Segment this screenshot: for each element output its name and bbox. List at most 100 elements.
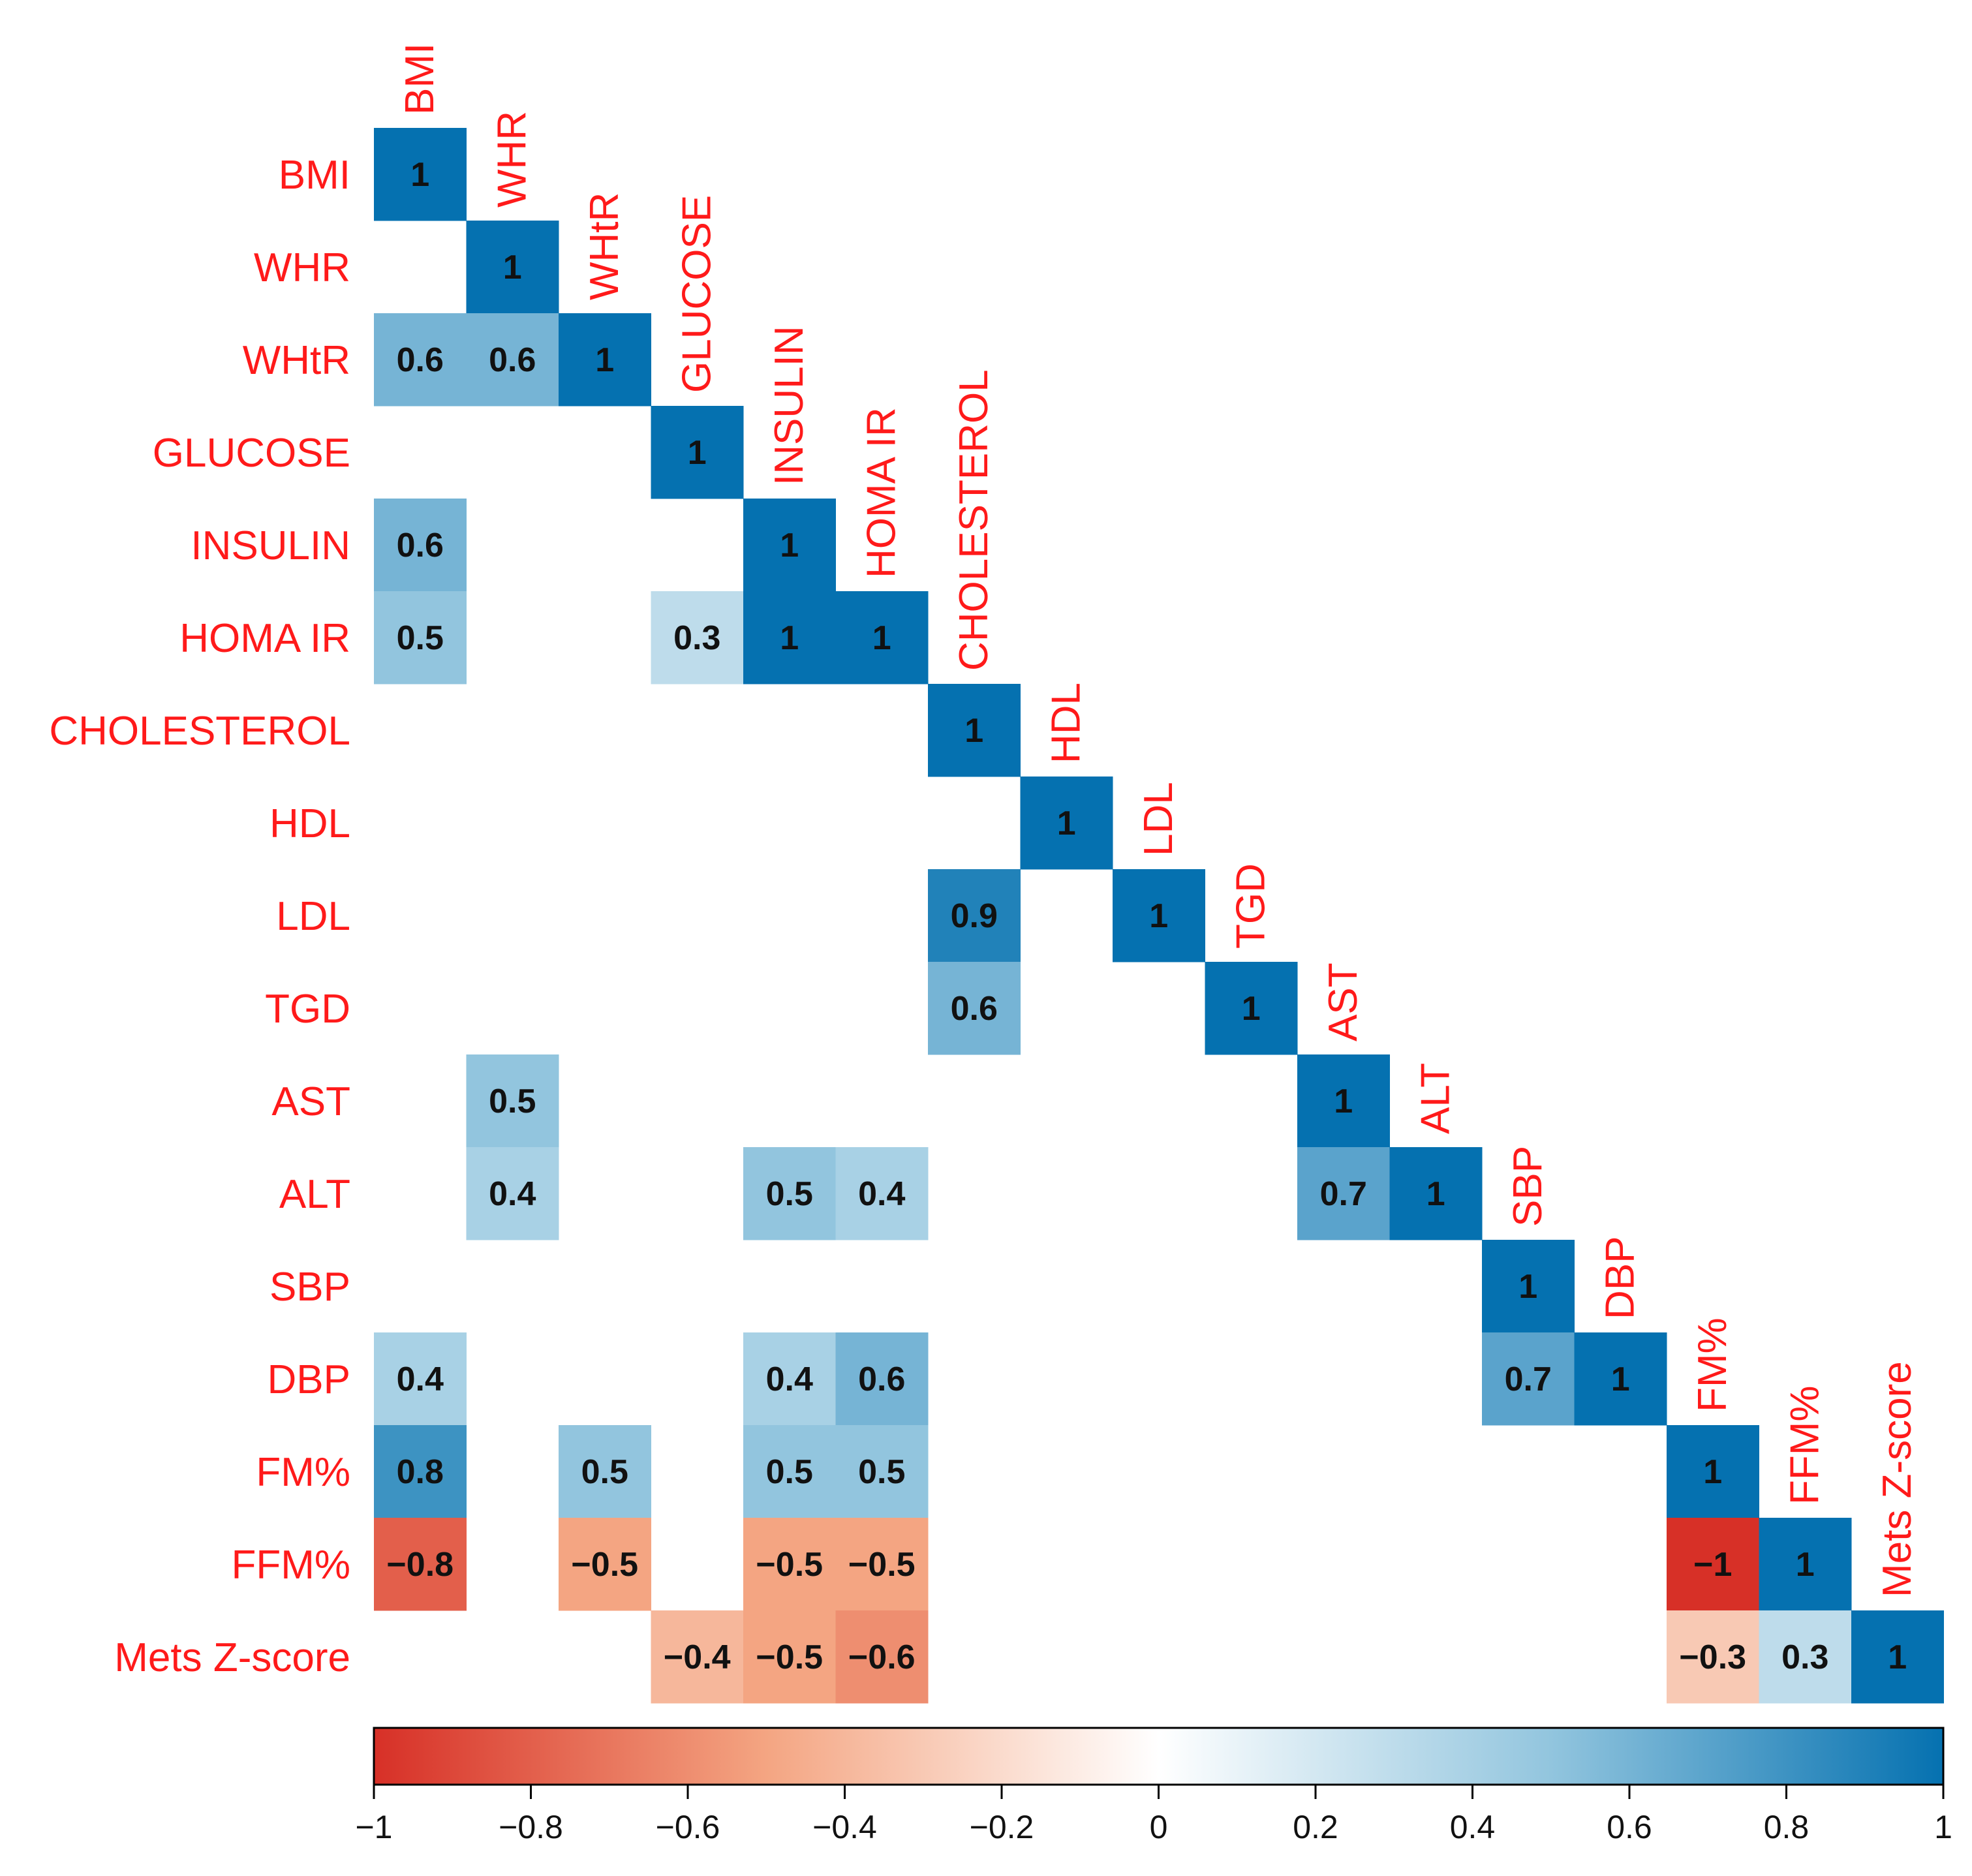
cell-value-label: −0.5 [571,1546,638,1584]
column-label: SBP [1505,1146,1550,1227]
row-label: BMI [279,153,350,198]
cell-value-label: −0.6 [848,1638,916,1676]
row-label: AST [271,1079,350,1124]
heatmap-cell [1482,1240,1575,1333]
column-label: AST [1321,962,1366,1041]
colorbar-tick-label: −1 [355,1809,392,1845]
column-label: INSULIN [767,326,812,485]
colorbar-tick-label: −0.6 [656,1809,720,1845]
cell-value-label: 0.5 [581,1453,628,1491]
heatmap-cell [743,1425,836,1518]
row-label: FM% [256,1450,350,1495]
cell-value-label: 1 [1334,1083,1353,1120]
heatmap-cell [835,591,929,684]
cell-value-label: 1 [503,249,522,286]
cell-value-label: 0.4 [766,1361,813,1398]
row-label: LDL [276,894,350,939]
heatmap-cell [835,1610,929,1704]
heatmap-cell [651,406,744,499]
cell-value-label: 0.4 [858,1175,905,1213]
cell-value-label: 1 [1149,897,1168,935]
cell-value-label: 0.5 [766,1175,813,1213]
heatmap-cell [374,1425,467,1518]
cell-value-label: −0.8 [386,1546,454,1584]
cell-value-label: 1 [1703,1453,1722,1491]
heatmap-cell [928,869,1021,962]
heatmap-cell [928,962,1021,1055]
colorbar-tick-label: −0.8 [499,1809,563,1845]
column-label: CHOLESTEROL [951,369,996,671]
column-label: FFM% [1782,1385,1827,1505]
heatmap-cell [374,1332,467,1426]
cell-value-label: 1 [964,712,983,750]
cell-value-label: 1 [1796,1546,1815,1584]
column-labels: BMI WHR WHtR GLUCOSE INSULIN HOMA IR CHOLESTER… [397,43,1920,1597]
cell-value-label: 0.5 [397,619,444,657]
heatmap-cell [466,1054,559,1148]
cell-value-label: 1 [1888,1638,1907,1676]
column-label: GLUCOSE [674,195,719,393]
row-label: GLUCOSE [153,431,350,476]
heatmap-cell [466,221,559,314]
heatmap-cell [743,1518,836,1611]
cell-value-label: 0.5 [489,1083,536,1120]
column-label: WHR [489,111,534,208]
column-label: ALT [1413,1063,1458,1134]
heatmap-cell [1020,777,1113,870]
heatmap-cell [374,1518,467,1611]
colorbar-tick-label: 0.2 [1293,1809,1338,1845]
cell-value-label: 0.6 [858,1361,905,1398]
heatmap-cell [835,1147,929,1240]
heatmap-cells: 1 1 0.6 0.6 1 1 0.6 1 0.5 0.3 1 1 1 1 0.9 1 0.6 1 0.5 1 0.4 0… [374,128,1944,1704]
row-label: FFM% [231,1543,350,1588]
cell-value-label: 0.5 [858,1453,905,1491]
cell-value-label: 0.6 [489,341,536,379]
column-label: DBP [1597,1237,1642,1319]
colorbar-tick-label: −0.2 [970,1809,1034,1845]
heatmap-cell [835,1425,929,1518]
colorbar-tick-label: 0.6 [1607,1809,1652,1845]
cell-value-label: −0.5 [756,1546,823,1584]
heatmap-cell [928,684,1021,777]
heatmap-cell [1759,1518,1852,1611]
cell-value-label: 0.8 [397,1453,444,1491]
cell-value-label: 1 [1611,1361,1630,1398]
cell-value-label: 1 [872,619,891,657]
colorbar-tick-label: 0 [1150,1809,1168,1845]
cell-value-label: 1 [1426,1175,1445,1213]
heatmap-cell [1297,1147,1390,1240]
heatmap-cell [743,1332,836,1426]
row-label: SBP [270,1265,350,1310]
heatmap-cell [559,1425,651,1518]
heatmap-cell [559,313,651,407]
colorbar-tick-label: −0.4 [812,1809,877,1845]
heatmap-cell [1389,1147,1483,1240]
cell-value-label: −0.4 [664,1638,731,1676]
cell-value-label: 0.6 [397,341,444,379]
heatmap-cell [1205,962,1298,1055]
cell-value-label: 1 [1242,990,1261,1028]
row-label: HOMA IR [179,616,350,661]
heatmap-cell [835,1518,929,1611]
heatmap-cell [1759,1610,1852,1704]
column-label: FM% [1690,1317,1735,1412]
cell-value-label: 1 [688,434,707,472]
cell-value-label: 0.4 [397,1361,444,1398]
heatmap-cell [374,499,467,592]
heatmap-cell [743,499,836,592]
heatmap-cell [743,1610,836,1704]
heatmap-cell [1667,1610,1759,1704]
row-label: TGD [265,987,350,1032]
heatmap-cell [1574,1332,1667,1426]
column-label: Mets Z-score [1875,1361,1920,1597]
heatmap-cell [466,1147,559,1240]
heatmap-cell [651,1610,744,1704]
row-label: Mets Z-score [114,1635,350,1680]
row-label: INSULIN [191,523,350,568]
heatmap-cell [1667,1425,1759,1518]
column-label: TGD [1228,863,1273,949]
heatmap-cell [374,128,467,221]
cell-value-label: −1 [1693,1546,1732,1584]
colorbar-ticks: −1 −0.8 −0.6 −0.4 −0.2 0 0.2 0.4 0.6 0.8 1 [355,1785,1952,1845]
